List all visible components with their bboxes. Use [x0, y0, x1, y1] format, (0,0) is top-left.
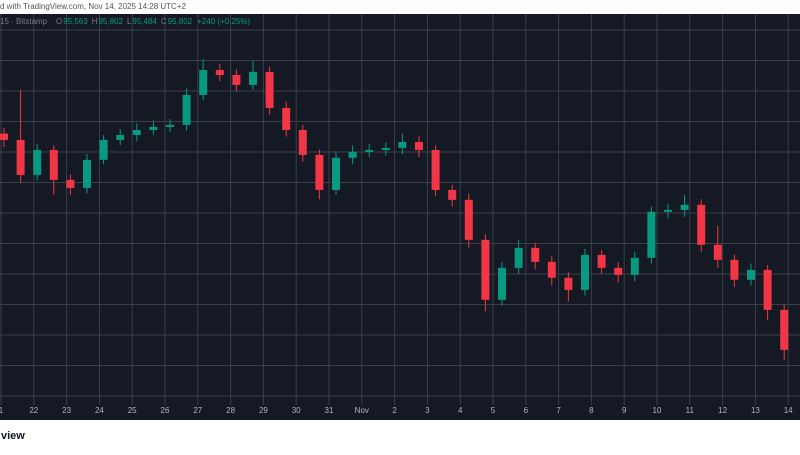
candle-body [531, 247, 540, 262]
x-tick-label: 31 [325, 406, 334, 415]
candle-body [348, 151, 357, 158]
x-tick-label: Nov [355, 406, 369, 415]
x-tick-label: 10 [653, 406, 662, 415]
x-tick-label: 1 [0, 406, 4, 415]
candle-body [547, 261, 556, 278]
x-tick-label: 12 [718, 406, 727, 415]
candle-body [332, 157, 340, 190]
x-tick-label: 29 [259, 406, 268, 415]
symbol: 15 · Bitstamp [0, 17, 48, 26]
x-tick-label: 30 [292, 406, 301, 415]
candle-body [365, 149, 374, 152]
legend-label: C [161, 17, 167, 26]
candle-body [381, 147, 390, 150]
x-tick-label: 9 [622, 406, 627, 415]
candle-body [182, 94, 191, 125]
candle-body [315, 154, 324, 190]
candle-body [132, 129, 141, 135]
candle-body [697, 204, 706, 245]
candle-body [282, 107, 291, 130]
candle-body [630, 257, 639, 275]
x-tick-label: 28 [226, 406, 235, 415]
candle-body [99, 139, 108, 160]
candle-body [498, 267, 506, 300]
x-tick-label: 6 [524, 406, 529, 415]
legend-value: 95,802 [98, 17, 123, 26]
legend-label: O [56, 17, 62, 26]
candle-body [730, 259, 739, 280]
candle-body [763, 269, 772, 310]
x-tick-label: 7 [556, 406, 561, 415]
candle-body [647, 211, 656, 258]
legend-value: 95,802 [168, 17, 193, 26]
candle-body [116, 134, 125, 140]
candle-body [232, 74, 241, 85]
x-tick-label: 3 [425, 406, 430, 415]
candle-body [747, 269, 755, 280]
x-tick-label: 2 [392, 406, 397, 415]
legend-value: 95,563 [63, 17, 88, 26]
candle-body [49, 149, 58, 180]
x-tick-label: 5 [491, 406, 496, 415]
candle-body [265, 71, 274, 108]
x-tick-label: 11 [686, 406, 695, 415]
candle-body [83, 159, 91, 188]
candle-body [664, 209, 672, 212]
candle-body [398, 141, 407, 148]
x-tick-label: 22 [29, 406, 38, 415]
x-tick-label: 13 [751, 406, 760, 415]
candle-body [448, 189, 457, 200]
chart-background [0, 14, 800, 420]
legend-label: L [127, 17, 132, 26]
candle-body [249, 71, 257, 85]
x-tick-label: 8 [589, 406, 594, 415]
candle-body [33, 149, 42, 175]
x-tick-label: 27 [193, 406, 202, 415]
candle-body [166, 124, 174, 127]
candle-body [680, 204, 689, 210]
candle-body [66, 179, 75, 188]
candle-body [464, 199, 473, 240]
x-tick-label: 23 [62, 406, 71, 415]
legend-value: 95,484 [132, 17, 157, 26]
top-strip [0, 0, 800, 14]
x-tick-label: 26 [161, 406, 170, 415]
candle-body [564, 277, 573, 290]
x-tick-label: 14 [784, 406, 793, 415]
candle-body [0, 133, 8, 140]
attribution: d with TradingView.com, Nov 14, 2025 14:… [0, 2, 187, 11]
x-tick-label: 4 [458, 406, 463, 415]
x-tick-label: 25 [128, 406, 137, 415]
x-tick-label: 24 [95, 406, 104, 415]
candle-body [415, 141, 423, 150]
candle-body [514, 247, 523, 268]
candle-body [431, 149, 440, 190]
candle-body [149, 126, 158, 130]
legend-label: H [92, 17, 98, 26]
candle-body [614, 267, 623, 275]
candle-body [16, 139, 25, 175]
candle-body [780, 309, 789, 350]
candle-body [215, 70, 224, 75]
candle-body [298, 129, 307, 155]
candle-body [481, 239, 490, 300]
candle-body [199, 70, 208, 95]
candle-body [597, 254, 606, 268]
candle-body [581, 254, 589, 290]
footer-logo: view [1, 430, 25, 442]
candle-body [713, 244, 722, 260]
legend-value: +240 (+0.25%) [197, 17, 250, 26]
